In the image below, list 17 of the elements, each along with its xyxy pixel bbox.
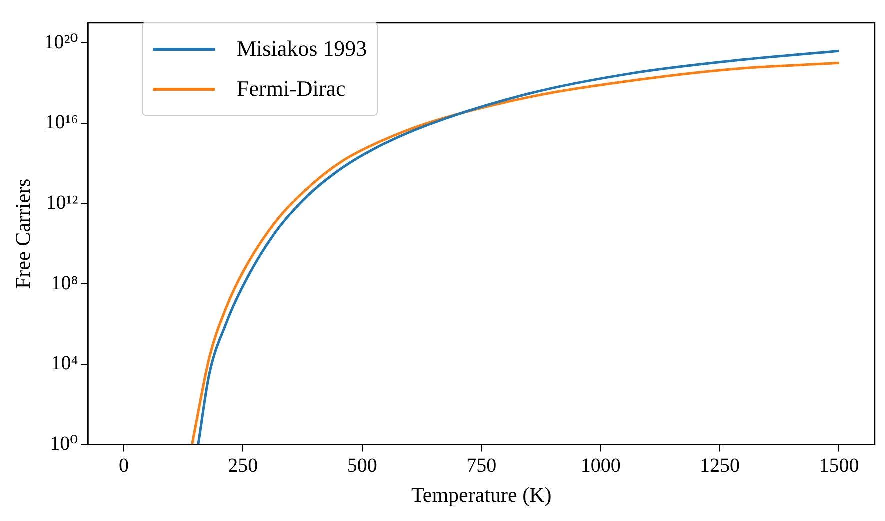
x-tick-label: 1000 — [580, 455, 621, 478]
y-tick-label: 10⁸ — [51, 272, 78, 294]
x-tick-label: 1500 — [819, 455, 860, 478]
legend-label: Misiakos 1993 — [237, 36, 368, 62]
y-tick-label: 10⁰ — [50, 433, 78, 456]
y-tick-label: 10¹⁶ — [45, 112, 78, 134]
y-tick-label: 10²⁰ — [44, 31, 78, 54]
x-tick-label: 500 — [347, 455, 378, 478]
legend-label: Fermi-Dirac — [237, 76, 346, 102]
x-tick-label: 750 — [466, 455, 497, 478]
x-tick-label: 250 — [228, 455, 258, 478]
x-tick-label: 0 — [118, 455, 129, 478]
x-axis-title: Temperature (K) — [412, 482, 552, 507]
y-tick-label: 10¹² — [46, 192, 78, 214]
y-axis-title: Free Carriers — [11, 178, 36, 289]
x-tick-label: 1250 — [700, 455, 740, 478]
y-tick-label: 10⁴ — [51, 352, 78, 375]
